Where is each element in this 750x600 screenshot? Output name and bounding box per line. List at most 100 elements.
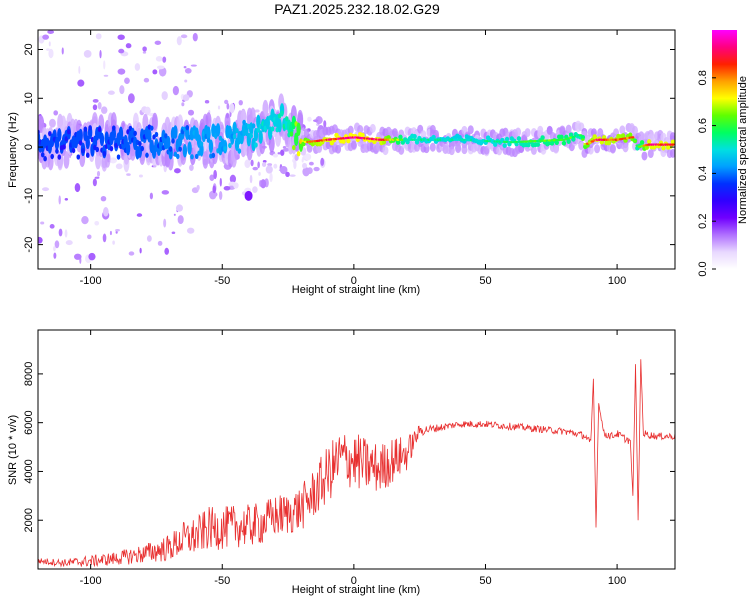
spectrogram-cell <box>78 65 81 74</box>
spectrogram-cell <box>335 144 342 154</box>
spectrogram-cell <box>571 136 576 142</box>
spectrogram-y-tick-label: 10 <box>23 92 35 104</box>
spectrogram-cell <box>63 151 70 169</box>
spectrogram-cell <box>116 154 121 160</box>
spectrogram-cell <box>55 148 59 154</box>
spectrogram-cell <box>100 196 107 202</box>
spectrogram-cell <box>164 247 170 255</box>
spectrogram-cell <box>140 145 145 152</box>
spectrogram-cell <box>183 65 187 69</box>
spectrogram-cell <box>251 137 256 152</box>
spectrogram-cell <box>162 56 167 63</box>
spectrogram-cell <box>49 224 55 229</box>
spectrogram-cell <box>289 131 294 137</box>
spectrogram-cell <box>42 187 50 192</box>
spectrogram-cell <box>301 158 304 163</box>
spectrogram-cell <box>73 253 82 260</box>
spectrogram-cell <box>292 144 296 151</box>
spectrogram-cell <box>99 50 102 59</box>
spectrogram-cell <box>277 118 282 133</box>
spectrogram-cell <box>194 153 199 159</box>
colorbar-tick-label: 0.6 <box>697 118 709 133</box>
spectrogram-cell <box>38 236 43 244</box>
spectrogram-cell <box>142 46 147 52</box>
colorbar-tick-label: 0.8 <box>697 70 709 85</box>
spectrogram-cell <box>171 138 175 144</box>
spectrogram-cell <box>217 105 221 110</box>
spectrogram-cell <box>128 251 135 256</box>
spectrogram-cell <box>187 141 192 155</box>
spectrogram-cell <box>647 149 654 159</box>
snr-y-tick-label: 6000 <box>23 410 35 434</box>
spectrogram-cell <box>166 135 171 150</box>
spectrogram-cell <box>48 41 51 47</box>
spectrogram-cell <box>177 215 184 225</box>
spectrogram-cell <box>92 104 98 111</box>
spectrogram-cell <box>252 166 259 171</box>
colorbar-label: Normalized spectral amplitude <box>737 76 749 224</box>
spectrogram-cell <box>146 235 152 242</box>
spectrogram-cell <box>190 154 194 160</box>
spectrogram-cell <box>620 133 626 139</box>
spectrogram-cell <box>134 63 141 71</box>
spectrogram-cell <box>561 140 567 146</box>
spectrogram-cell <box>181 102 185 107</box>
spectrogram-cell <box>420 130 427 140</box>
snr-y-tick-label: 2000 <box>23 508 35 532</box>
spectrogram-cell <box>219 177 222 187</box>
spectrogram-cell <box>317 116 320 125</box>
spectrogram-cell <box>164 133 168 139</box>
spectrogram-cell <box>96 170 101 177</box>
spectrogram-cell <box>54 240 60 249</box>
spectrogram-cell <box>296 122 301 136</box>
spectrogram-cell <box>242 119 246 126</box>
spectrogram-cell <box>619 125 626 135</box>
spectrogram-cell <box>633 140 637 143</box>
spectrogram-cell <box>265 165 273 174</box>
spectrogram-cell <box>249 133 254 139</box>
snr-panel: -100 -50 0 50 100 2000 4000 6000 8000 Height of… <box>7 329 676 596</box>
spectrogram-cell <box>58 228 63 237</box>
spectrogram-cell <box>157 240 163 246</box>
spectrogram-cell <box>280 149 285 156</box>
spectrogram-cell <box>151 112 158 131</box>
spectrogram-cell <box>143 77 150 83</box>
spectrogram-cell <box>46 48 50 51</box>
snr-y-tick-label: 8000 <box>23 362 35 386</box>
spectrogram-cell <box>43 156 47 162</box>
spectrogram-cell <box>125 43 132 49</box>
spectrogram-cell <box>139 247 142 254</box>
spectrogram-cell <box>587 145 594 155</box>
spectrogram-cell <box>369 123 376 133</box>
spectrogram-cell <box>85 135 90 150</box>
spectrogram-cell <box>223 146 227 152</box>
spectrogram-cell <box>308 161 314 166</box>
spectrogram-cell <box>88 125 92 131</box>
spectrogram-cell <box>48 131 52 137</box>
spectrogram-cell <box>149 192 153 200</box>
spectrogram-cell <box>224 112 231 131</box>
colorbar: 0.0 0.2 0.4 0.6 0.8 Normalized spectral ampl… <box>697 30 749 277</box>
spectrogram-cell <box>109 230 112 236</box>
spectrogram-cell <box>259 179 262 187</box>
spectrogram-cell <box>208 139 214 153</box>
spectrogram-cell <box>565 124 572 134</box>
spectrogram-cell <box>142 51 147 54</box>
spectrogram-cell <box>224 99 229 105</box>
spectrogram-cell <box>669 132 675 142</box>
spectrogram-cell <box>254 109 260 113</box>
figure-title: PAZ1.2025.232.18.02.G29 <box>274 1 440 17</box>
spectrogram-cell <box>313 119 319 123</box>
spectrogram-cell <box>119 85 125 95</box>
spectrogram-cell <box>302 167 310 177</box>
spectrogram-cell <box>395 140 401 145</box>
spectrogram-cell <box>133 130 137 137</box>
spectrogram-cell <box>467 125 474 135</box>
snr-x-tick-label: -100 <box>80 575 102 587</box>
spectrogram-cell <box>102 207 109 217</box>
spectrogram-cell <box>493 142 498 147</box>
spectrogram-cell <box>553 144 560 154</box>
spectrogram-cell <box>639 140 645 145</box>
spectrogram-cell <box>341 139 346 144</box>
